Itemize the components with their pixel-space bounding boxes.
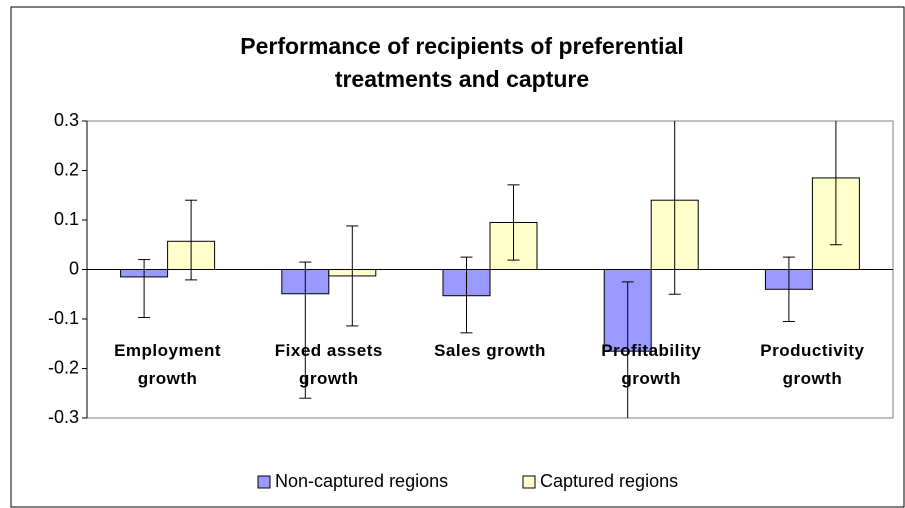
y-tick-label: -0.2 [48,357,79,377]
legend-swatch [522,475,536,489]
y-tick-label: -0.3 [48,407,79,427]
legend-swatch [257,475,271,489]
x-tick-label: Profitability growth [601,341,701,388]
y-tick-label: 0.1 [54,209,79,229]
legend-label: Non-captured regions [275,471,448,491]
x-tick-label: Productivity growth [760,341,864,388]
chart-title: Performance of recipients of preferentia… [240,33,684,92]
x-tick-label: Sales growth [434,341,546,360]
legend-label: Captured regions [540,471,678,491]
y-tick-label: 0 [69,258,79,278]
x-tick-label: Employment growth [114,341,221,388]
y-tick-label: 0.2 [54,159,79,179]
x-tick-label: Fixed assets growth [275,341,383,388]
y-tick-label: 0.3 [54,110,79,130]
y-tick-label: -0.1 [48,308,79,328]
